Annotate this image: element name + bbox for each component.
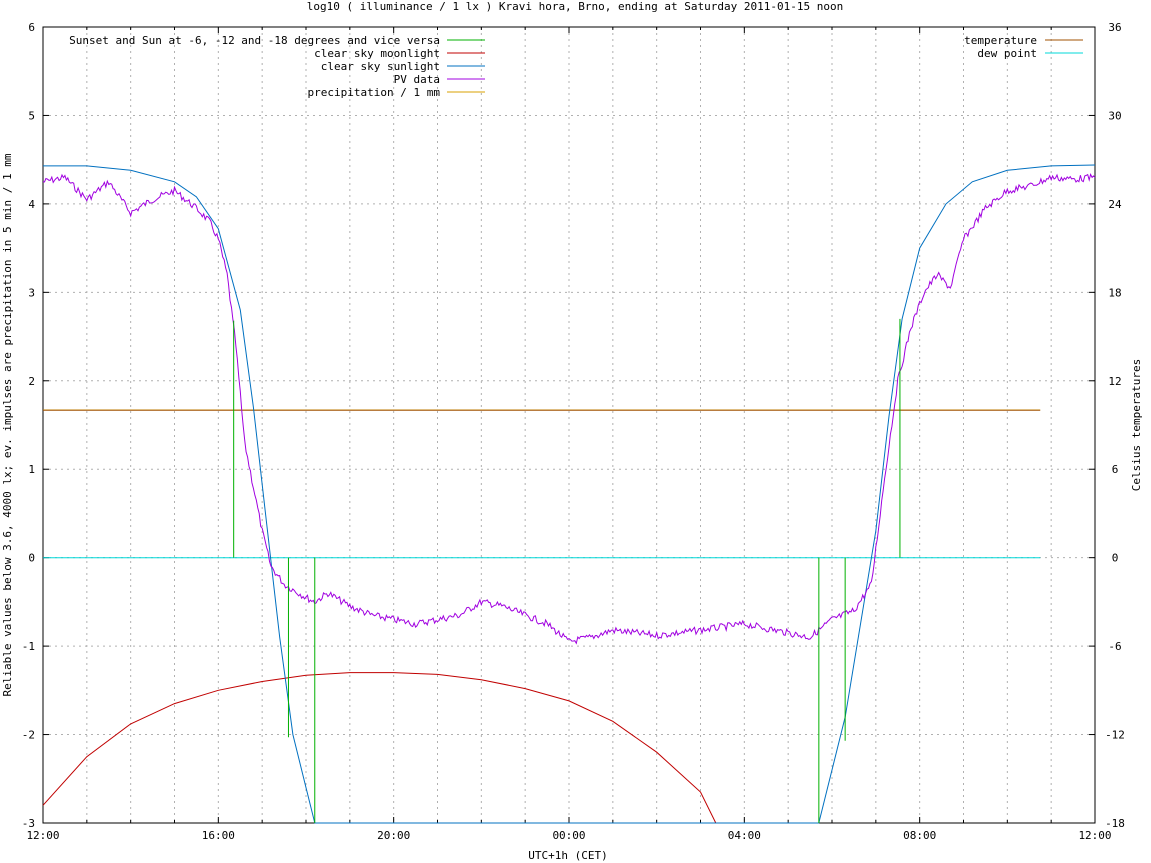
y-tick-label: 3 <box>28 286 35 299</box>
x-axis-label: UTC+1h (CET) <box>528 849 607 862</box>
y2-tick-label: 0 <box>1112 552 1119 565</box>
y2-tick-label: 24 <box>1108 198 1122 211</box>
y-tick-label: 1 <box>28 463 35 476</box>
y-axis-label: Reliable values below 3.6, 4000 lx; ev. … <box>1 153 14 696</box>
x-tick-label: 12:00 <box>1078 829 1111 842</box>
legend-left-label: clear sky moonlight <box>314 47 440 60</box>
y-tick-label: 4 <box>28 198 35 211</box>
y2-tick-label: -12 <box>1105 729 1125 742</box>
legend-left-label: Sunset and Sun at -6, -12 and -18 degree… <box>69 34 440 47</box>
y-axis: -3 -2 -1 0 1 2 3 4 5 6 <box>22 21 49 830</box>
plot-area <box>42 164 1096 824</box>
y-tick-label: -1 <box>22 640 35 653</box>
y2-axis-label: Celsius temperatures <box>1130 359 1143 491</box>
grid <box>43 27 1095 823</box>
x-tick-label: 16:00 <box>202 829 235 842</box>
x-tick-label: 08:00 <box>903 829 936 842</box>
y2-tick-label: -18 <box>1105 817 1125 830</box>
y2-axis: -18 -12 -6 0 6 12 18 24 30 36 <box>1089 21 1125 830</box>
y-tick-label: -2 <box>22 729 35 742</box>
y-tick-label: 6 <box>28 21 35 34</box>
chart-title: log10 ( illuminance / 1 lx ) Kravi hora,… <box>307 0 843 13</box>
legend-left: Sunset and Sun at -6, -12 and -18 degree… <box>69 34 485 99</box>
y2-tick-label: -6 <box>1108 640 1121 653</box>
y2-tick-label: 30 <box>1108 109 1121 122</box>
y-tick-label: -3 <box>22 817 35 830</box>
series-clear-sky-moonlight <box>42 672 717 824</box>
series-pv-data <box>42 172 1096 645</box>
x-tick-label: 12:00 <box>26 829 59 842</box>
y-tick-label: 2 <box>28 375 35 388</box>
legend-right-label: dew point <box>977 47 1037 60</box>
y2-tick-label: 36 <box>1108 21 1121 34</box>
y-tick-label: 0 <box>28 552 35 565</box>
legend-left-label: PV data <box>394 73 440 86</box>
legend-right-label: temperature <box>964 34 1037 47</box>
legend-left-label: clear sky sunlight <box>321 60 440 73</box>
x-tick-label: 20:00 <box>377 829 410 842</box>
x-axis: 12:00 16:00 20:00 00:00 04:00 08:00 12:00 <box>26 27 1112 842</box>
x-tick-label: 00:00 <box>552 829 585 842</box>
x-tick-label: 04:00 <box>728 829 761 842</box>
y2-tick-label: 6 <box>1112 463 1119 476</box>
legend-left-label: precipitation / 1 mm <box>308 86 441 99</box>
y2-tick-label: 18 <box>1108 286 1121 299</box>
series-clear-sky-sunlight <box>43 164 1096 824</box>
y2-tick-label: 12 <box>1108 375 1121 388</box>
y-tick-label: 5 <box>28 109 35 122</box>
